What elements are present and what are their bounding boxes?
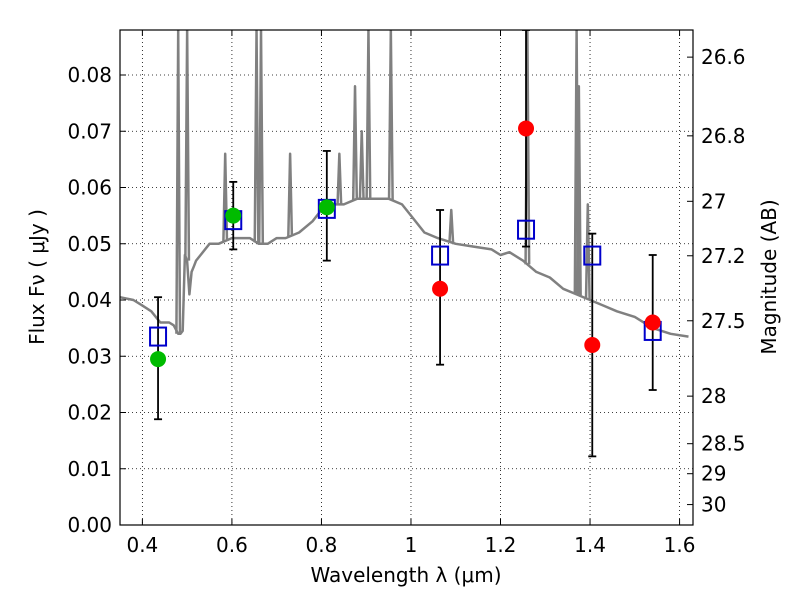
green-data-point	[225, 207, 242, 224]
right-tick-label: 30	[701, 493, 726, 517]
y-tick-label: 0.05	[67, 232, 112, 256]
model-square-point	[149, 326, 168, 347]
y-tick-label: 0.00	[67, 513, 112, 537]
tick-layer: 0.4 0.6 0.8 1 1.2 1.4 1.6 0.00 0.01 0.02 0.03 0.04 0…	[67, 30, 746, 557]
sed-emission-line	[257, 30, 265, 244]
y-tick-label: 0.02	[67, 401, 112, 425]
data-layer	[120, 30, 689, 458]
y-tick-label: 0.08	[67, 63, 112, 87]
right-tick-label: 28.5	[701, 432, 746, 456]
grid-layer	[120, 30, 693, 526]
sed-emission-line	[351, 85, 359, 200]
right-tick-label: 26.6	[701, 45, 746, 69]
red-data-point	[644, 314, 661, 331]
right-tick-label: 28	[701, 384, 726, 408]
sed-emission-line	[253, 30, 260, 243]
right-tick-label: 29	[701, 462, 726, 486]
sed-emission-line	[336, 152, 343, 205]
x-tick-label: 1.2	[485, 533, 517, 557]
sed-emission-line	[358, 130, 365, 199]
x-tick-label: 1.6	[664, 533, 696, 557]
plot-frame	[119, 29, 694, 526]
red-data-point	[584, 337, 601, 353]
sed-curve	[120, 197, 689, 338]
green-data-point	[318, 199, 335, 216]
x-tick-label: 1.4	[574, 533, 606, 557]
sed-emission-line	[287, 152, 294, 237]
x-tick-label: 0.6	[216, 533, 248, 557]
x-tick-label: 0.8	[306, 533, 338, 557]
x-tick-label: 0.4	[126, 533, 158, 557]
green-data-point	[150, 351, 167, 368]
sed-emission-line	[584, 203, 591, 300]
right-tick-label: 27.5	[701, 309, 746, 333]
sed-emission-line	[365, 30, 372, 199]
red-data-point	[432, 280, 449, 297]
red-data-point	[518, 120, 535, 137]
sed-emission-line	[575, 85, 582, 296]
right-tick-label: 27	[701, 189, 726, 213]
sed-emission-line	[448, 208, 455, 243]
y-tick-label: 0.01	[67, 457, 112, 481]
right-tick-label: 27.2	[701, 244, 746, 268]
sed-emission-line	[175, 30, 182, 334]
y-axis-label: Flux Fν ( μJy )	[25, 209, 49, 345]
right-tick-label: 26.8	[701, 124, 746, 148]
x-axis-label: Wavelength λ (μm)	[310, 563, 501, 587]
y-axis-label-right: Magnitude (AB)	[757, 199, 781, 354]
model-square-point	[431, 245, 450, 266]
model-square-point	[583, 245, 602, 266]
sed-emission-line	[387, 30, 394, 200]
y-tick-label: 0.03	[67, 344, 112, 368]
y-tick-label: 0.07	[67, 119, 112, 143]
model-square-point	[517, 219, 536, 240]
sed-emission-line	[184, 30, 191, 261]
y-tick-label: 0.04	[67, 288, 112, 312]
y-tick-label: 0.06	[67, 176, 112, 200]
x-tick-label: 1	[405, 533, 418, 557]
